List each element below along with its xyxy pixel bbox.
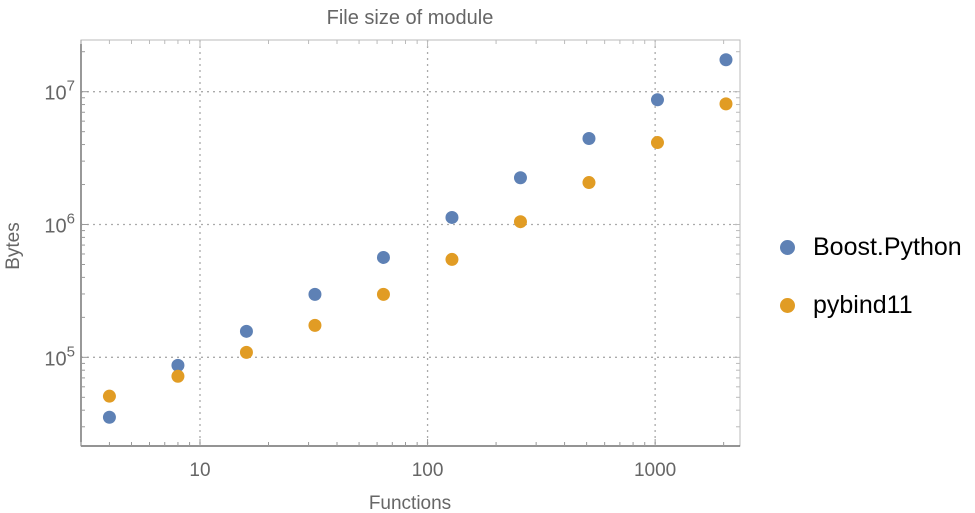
ticks: 10 100 1000 105 106 107: [44, 40, 740, 481]
data-point-pybind11: [582, 176, 596, 190]
data-point-pybind11: [239, 345, 253, 359]
data-point-boost-python: [171, 358, 185, 372]
legend: Boost.Python pybind11: [780, 218, 962, 334]
data-point-boost-python: [445, 210, 459, 224]
y-tick-label: 107: [44, 78, 75, 105]
grid: [81, 40, 740, 446]
data-point-boost-python: [582, 132, 596, 146]
data-point-boost-python: [239, 324, 253, 338]
legend-marker: [780, 239, 795, 255]
x-tick-label: 100: [412, 460, 444, 481]
x-tick-label: 10: [189, 460, 210, 481]
legend-item-boost-python: Boost.Python: [780, 218, 962, 276]
axes: [80, 39, 741, 447]
data-point-pybind11: [445, 252, 459, 266]
legend-item-pybind11: pybind11: [780, 276, 962, 334]
data-point-pybind11: [513, 215, 527, 229]
chart-title: File size of module: [327, 7, 494, 29]
data-point-pybind11: [171, 369, 185, 383]
legend-label: pybind11: [813, 290, 913, 319]
plot-frame: [80, 39, 741, 447]
data-point-pybind11: [650, 136, 664, 150]
x-axis-label: Functions: [369, 493, 451, 513]
data-point-pybind11: [102, 389, 116, 403]
data-point-pybind11: [376, 287, 390, 301]
data-point-boost-python: [308, 287, 322, 301]
data-point-boost-python: [376, 250, 390, 264]
data-point-pybind11: [308, 318, 322, 332]
y-tick-label: 106: [44, 211, 75, 238]
data-point-boost-python: [513, 171, 527, 185]
points: [102, 53, 733, 424]
legend-marker: [780, 297, 795, 313]
x-tick-label: 1000: [634, 460, 676, 481]
data-point-pybind11: [719, 97, 733, 111]
data-point-boost-python: [719, 53, 733, 67]
data-point-boost-python: [102, 410, 116, 424]
data-point-boost-python: [650, 93, 664, 107]
legend-label: Boost.Python: [813, 232, 962, 261]
y-tick-label: 105: [44, 343, 75, 370]
y-axis-label: Bytes: [3, 222, 24, 270]
